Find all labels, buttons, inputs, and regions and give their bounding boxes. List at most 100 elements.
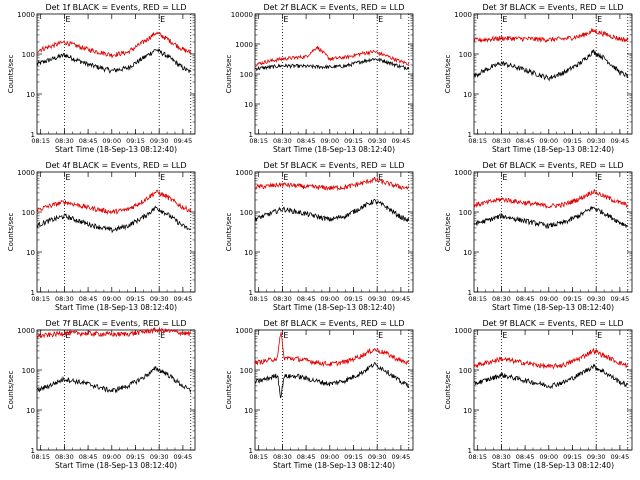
y-tick-label: 100 — [22, 51, 35, 59]
y-tick-label: 1 — [31, 131, 35, 139]
x-tick-label: 09:45 — [174, 295, 193, 303]
x-axis-label: Start Time (18-Sep-13 08:12:40) — [55, 461, 177, 470]
y-tick-label: 100 — [459, 209, 472, 217]
series-line-events — [254, 198, 410, 222]
y-tick-label: 10 — [244, 101, 253, 109]
x-tick-label: 08:15 — [468, 137, 487, 145]
x-tick-label: 08:45 — [516, 137, 535, 145]
x-tick-label: 09:45 — [392, 295, 411, 303]
x-tick-label: 08:45 — [297, 453, 316, 461]
y-tick-label: 10 — [26, 407, 35, 415]
x-tick-label: 08:30 — [55, 453, 74, 461]
x-tick-label: 09:00 — [539, 453, 558, 461]
x-tick-label: 09:30 — [368, 453, 387, 461]
plot-frame — [36, 171, 196, 293]
x-axis-label: Start Time (18-Sep-13 08:12:40) — [492, 461, 614, 470]
y-tick-label: 1 — [468, 131, 472, 139]
y-tick-label: 1 — [31, 447, 35, 455]
y-axis-label: Counts/sec — [225, 371, 233, 410]
x-tick-label: 08:45 — [79, 295, 98, 303]
event-marker-label: E — [502, 331, 507, 340]
chart-title: Det 7f BLACK = Events, RED = LLD — [45, 319, 186, 328]
event-marker-label: E — [378, 15, 383, 24]
y-tick-label: 100 — [22, 367, 35, 375]
x-tick-label: 08:45 — [297, 137, 316, 145]
x-tick-label: 09:00 — [320, 137, 339, 145]
y-tick-label: 10 — [244, 407, 253, 415]
x-tick-label: 08:30 — [492, 295, 511, 303]
chart-panel-6: Det 6f BLACK = Events, RED = LLD 1 10 100 10… — [444, 161, 633, 312]
chart-title: Det 4f BLACK = Events, RED = LLD — [45, 161, 186, 170]
y-tick-label: 100 — [240, 367, 253, 375]
x-tick-label: 09:30 — [587, 295, 606, 303]
y-tick-label: 1000 — [454, 169, 472, 177]
y-tick-label: 100 — [240, 209, 253, 217]
event-marker-label: E — [65, 173, 70, 182]
x-tick-label: 09:45 — [392, 137, 411, 145]
event-marker-label: E — [502, 15, 507, 24]
y-tick-label: 1000 — [17, 11, 35, 19]
x-tick-label: 09:30 — [150, 137, 169, 145]
plot-frame — [36, 13, 196, 135]
chart-title: Det 1f BLACK = Events, RED = LLD — [45, 3, 186, 12]
y-axis-label: Counts/sec — [444, 371, 452, 410]
x-tick-label: 09:00 — [320, 295, 339, 303]
chart-panel-7: Det 7f BLACK = Events, RED = LLD 1 10 100 10… — [7, 319, 196, 470]
event-marker-label: E — [283, 15, 288, 24]
chart-title: Det 8f BLACK = Events, RED = LLD — [263, 319, 404, 328]
x-tick-label: 09:15 — [563, 137, 582, 145]
x-tick-label: 09:15 — [563, 453, 582, 461]
x-tick-label: 08:30 — [273, 137, 292, 145]
y-tick-label: 1000 — [235, 169, 253, 177]
x-tick-label: 08:30 — [273, 453, 292, 461]
x-tick-label: 08:45 — [516, 295, 535, 303]
y-tick-label: 100 — [22, 209, 35, 217]
y-tick-label: 1 — [31, 289, 35, 297]
x-tick-label: 09:45 — [611, 453, 630, 461]
y-axis-label: Counts/sec — [444, 213, 452, 252]
x-tick-label: 09:30 — [587, 137, 606, 145]
event-marker-label: E — [65, 331, 70, 340]
series-line-events — [254, 57, 410, 72]
chart-title: Det 5f BLACK = Events, RED = LLD — [263, 161, 404, 170]
chart-title: Det 3f BLACK = Events, RED = LLD — [482, 3, 623, 12]
series-line-lld — [473, 347, 628, 370]
y-tick-label: 1000 — [454, 11, 472, 19]
series-line-events — [36, 48, 192, 74]
y-tick-label: 1000 — [235, 41, 253, 49]
x-tick-label: 09:15 — [344, 137, 363, 145]
series-line-lld — [473, 189, 629, 209]
chart-title: Det 9f BLACK = Events, RED = LLD — [482, 319, 623, 328]
y-tick-label: 10 — [26, 91, 35, 99]
series-line-events — [473, 206, 629, 230]
y-tick-label: 1 — [468, 289, 472, 297]
x-tick-label: 08:15 — [468, 453, 487, 461]
series-line-events — [473, 363, 629, 390]
event-marker-label: E — [502, 173, 507, 182]
y-tick-label: 1 — [249, 289, 253, 297]
x-tick-label: 08:30 — [273, 295, 292, 303]
chart-title: Det 6f BLACK = Events, RED = LLD — [482, 161, 623, 170]
series-line-lld — [473, 27, 629, 44]
x-tick-label: 09:00 — [539, 137, 558, 145]
x-tick-label: 09:00 — [320, 453, 339, 461]
y-tick-label: 10 — [463, 249, 472, 257]
series-line-lld — [36, 189, 192, 215]
x-tick-label: 09:45 — [174, 137, 193, 145]
x-tick-label: 08:15 — [31, 137, 50, 145]
plot-frame — [473, 329, 633, 451]
event-marker-label: E — [378, 173, 383, 182]
plot-frame — [473, 171, 633, 293]
x-tick-label: 09:15 — [344, 453, 363, 461]
y-tick-label: 1 — [249, 447, 253, 455]
chart-panel-3: Det 3f BLACK = Events, RED = LLD 1 10 100 10… — [444, 3, 633, 154]
series-line-lld — [36, 31, 192, 59]
x-tick-label: 08:30 — [492, 137, 511, 145]
y-tick-label: 1000 — [235, 327, 253, 335]
x-tick-label: 08:15 — [249, 453, 268, 461]
y-tick-label: 10 — [463, 407, 472, 415]
x-tick-label: 09:15 — [126, 137, 145, 145]
series-line-events — [473, 48, 629, 82]
y-tick-label: 10 — [26, 249, 35, 257]
